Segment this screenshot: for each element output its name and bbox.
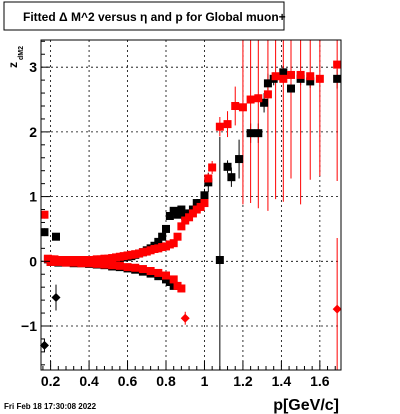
- y-tick-label: 3: [29, 59, 37, 75]
- red-square-marker: [306, 72, 315, 81]
- red-square-marker: [333, 60, 342, 69]
- red-square-marker: [146, 267, 155, 275]
- error-bars: [43, 40, 338, 370]
- y-axis-label: z: [6, 62, 20, 68]
- red-square-marker: [231, 102, 240, 110]
- black-square-marker: [200, 191, 209, 200]
- red-square-marker: [54, 257, 63, 266]
- red-square-marker: [123, 263, 132, 272]
- red-square-marker: [169, 275, 178, 284]
- red-square-marker: [108, 261, 117, 270]
- x-tick-label: 0.8: [156, 373, 176, 389]
- red-square-marker: [254, 94, 263, 103]
- red-square-marker: [154, 268, 163, 277]
- red-square-marker: [279, 74, 288, 83]
- black-square-marker: [263, 79, 272, 88]
- black-square-marker: [333, 74, 342, 83]
- x-tick-label: 1.6: [310, 373, 330, 389]
- black-square-marker: [173, 210, 182, 219]
- x-tick-label: 1.2: [233, 373, 253, 389]
- axes: 0.2 0.4 0.6 0.8 1 1.2 1.4 1.6 −1 0 1 2 3: [21, 40, 336, 389]
- data-markers: [39, 60, 342, 350]
- black-square-marker: [223, 162, 232, 171]
- y-axis-label-subscript: dM2: [18, 46, 25, 60]
- red-square-marker: [200, 199, 209, 208]
- black-square-marker: [154, 237, 163, 246]
- red-square-marker: [263, 90, 272, 99]
- red-square-marker: [204, 174, 213, 183]
- red-square-marker: [138, 265, 147, 274]
- black-diamond-marker: [39, 340, 49, 350]
- black-square-marker: [260, 98, 269, 107]
- y-tick-label: 1: [29, 189, 37, 205]
- red-square-marker: [246, 95, 255, 104]
- black-square-marker: [158, 232, 167, 241]
- red-square-marker: [238, 103, 247, 112]
- y-tick-label: 0: [29, 253, 37, 269]
- y-tick-label: 2: [29, 124, 37, 140]
- plot-frame: [40, 39, 342, 371]
- black-square-marker: [40, 228, 49, 237]
- red-square-marker: [169, 239, 178, 248]
- red-diamond-marker: [180, 313, 190, 323]
- y-tick-label: −1: [21, 318, 37, 334]
- x-tick-label: 0.2: [41, 373, 61, 389]
- chart-title: Fitted Δ M^2 versus η and p for Global m…: [23, 10, 286, 24]
- red-square-marker: [46, 257, 55, 266]
- red-square-marker: [92, 259, 101, 268]
- red-square-marker: [296, 70, 305, 79]
- red-square-marker: [173, 232, 182, 241]
- red-square-marker: [162, 271, 170, 280]
- grid-lines: [41, 40, 341, 370]
- x-tick-label: 0.4: [79, 373, 99, 389]
- red-square-marker: [223, 120, 232, 129]
- black-diamond-marker: [51, 293, 61, 303]
- black-square-marker: [215, 256, 224, 264]
- y-axis-label-group: z dM2: [6, 46, 25, 68]
- title-box: Fitted Δ M^2 versus η and p for Global m…: [3, 1, 286, 31]
- black-square-marker: [279, 68, 288, 77]
- red-square-marker: [287, 70, 295, 79]
- black-square-marker: [52, 232, 60, 241]
- red-square-marker: [115, 261, 124, 270]
- red-square-marker: [215, 122, 224, 131]
- red-diamond-marker: [332, 304, 342, 314]
- black-square-marker: [177, 205, 186, 214]
- black-square-marker: [287, 84, 295, 93]
- black-square-marker: [235, 155, 244, 164]
- x-tick-label: 1: [201, 373, 209, 389]
- red-square-marker: [77, 259, 86, 268]
- red-square-marker: [177, 222, 186, 231]
- red-square-marker: [100, 260, 109, 269]
- black-square-marker: [227, 173, 236, 182]
- red-square-marker: [69, 258, 78, 267]
- red-square-marker: [177, 284, 186, 293]
- red-square-marker: [62, 258, 70, 267]
- black-square-marker: [165, 212, 174, 220]
- x-axis-label: p[GeV/c]: [273, 397, 339, 414]
- black-square-marker: [254, 129, 263, 138]
- black-square-marker: [246, 129, 255, 138]
- black-square-marker: [306, 77, 315, 86]
- timestamp: Fri Feb 18 17:30:08 2022: [4, 402, 97, 411]
- x-tick-label: 0.6: [118, 373, 138, 389]
- black-square-marker: [162, 224, 170, 233]
- red-square-marker: [208, 163, 217, 172]
- red-square-marker: [40, 210, 49, 219]
- red-square-marker: [85, 259, 94, 268]
- red-square-marker: [131, 263, 140, 272]
- red-square-marker: [271, 72, 280, 81]
- red-square-marker: [315, 74, 324, 83]
- x-tick-label: 1.4: [272, 373, 292, 389]
